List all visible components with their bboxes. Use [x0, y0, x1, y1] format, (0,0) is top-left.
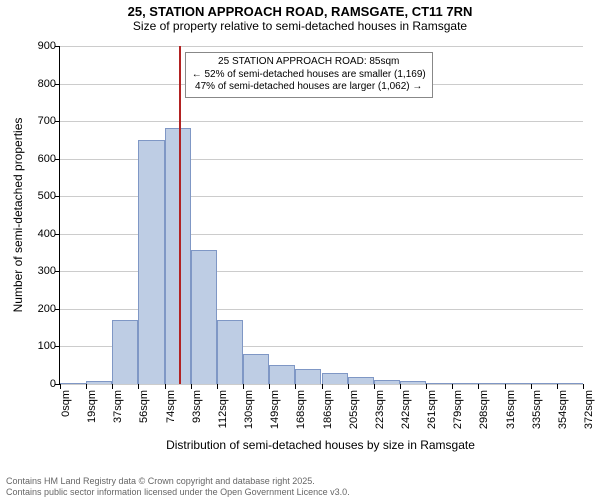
- histogram-bar: [165, 128, 191, 384]
- y-tick-label: 200: [38, 303, 56, 315]
- x-tick-label: 298sqm: [478, 390, 490, 429]
- histogram-bar: [452, 383, 478, 384]
- x-tick-label: 279sqm: [452, 390, 464, 429]
- x-tick-mark: [348, 384, 349, 389]
- y-tick-label: 300: [38, 265, 56, 277]
- x-tick-mark: [400, 384, 401, 389]
- histogram-bar: [374, 380, 400, 385]
- x-tick-label: 205sqm: [348, 390, 360, 429]
- chart-container: { "chart": { "type": "histogram", "title…: [0, 0, 600, 500]
- footer-line-1: Contains HM Land Registry data © Crown c…: [6, 476, 350, 487]
- x-tick-label: 316sqm: [505, 390, 517, 429]
- histogram-bar: [531, 383, 557, 384]
- x-tick-mark: [191, 384, 192, 389]
- x-tick-label: 130sqm: [243, 390, 255, 429]
- footer-line-2: Contains public sector information licen…: [6, 487, 350, 498]
- x-tick-label: 149sqm: [269, 390, 281, 429]
- x-tick-mark: [165, 384, 166, 389]
- x-tick-mark: [269, 384, 270, 389]
- x-tick-label: 335sqm: [531, 390, 543, 429]
- x-tick-mark: [531, 384, 532, 389]
- x-tick-mark: [374, 384, 375, 389]
- x-axis-label: Distribution of semi-detached houses by …: [166, 438, 475, 452]
- x-tick-label: 112sqm: [217, 390, 229, 428]
- y-tick-label: 700: [38, 115, 56, 127]
- x-tick-label: 186sqm: [322, 390, 334, 429]
- x-tick-mark: [426, 384, 427, 389]
- x-tick-mark: [452, 384, 453, 389]
- chart-titles: 25, STATION APPROACH ROAD, RAMSGATE, CT1…: [0, 4, 600, 33]
- x-tick-label: 261sqm: [426, 390, 438, 429]
- x-tick-label: 37sqm: [112, 390, 124, 423]
- x-tick-mark: [322, 384, 323, 389]
- histogram-bar: [112, 320, 138, 384]
- chart-footer: Contains HM Land Registry data © Crown c…: [6, 476, 350, 498]
- chart-subtitle: Size of property relative to semi-detach…: [0, 19, 600, 33]
- x-tick-mark: [505, 384, 506, 389]
- y-tick-label: 400: [38, 228, 56, 240]
- callout-line-2: ← 52% of semi-detached houses are smalle…: [192, 69, 426, 82]
- y-tick-label: 100: [38, 340, 56, 352]
- y-tick-label: 500: [38, 190, 56, 202]
- x-tick-label: 372sqm: [583, 390, 595, 429]
- x-tick-label: 168sqm: [295, 390, 307, 429]
- histogram-bar: [295, 369, 321, 384]
- x-tick-mark: [478, 384, 479, 389]
- x-tick-label: 56sqm: [138, 390, 150, 423]
- histogram-bar: [505, 383, 531, 384]
- x-tick-mark: [295, 384, 296, 389]
- histogram-bar: [400, 381, 426, 384]
- x-tick-mark: [112, 384, 113, 389]
- x-tick-mark: [583, 384, 584, 389]
- x-tick-label: 74sqm: [165, 390, 177, 423]
- x-tick-mark: [243, 384, 244, 389]
- histogram-bar: [243, 354, 269, 384]
- histogram-bar: [86, 381, 112, 384]
- y-tick-label: 600: [38, 153, 56, 165]
- x-tick-mark: [60, 384, 61, 389]
- x-tick-mark: [217, 384, 218, 389]
- histogram-bar: [138, 140, 164, 384]
- chart-title: 25, STATION APPROACH ROAD, RAMSGATE, CT1…: [0, 4, 600, 19]
- histogram-bar: [348, 377, 374, 384]
- histogram-bar: [557, 383, 583, 384]
- x-tick-label: 242sqm: [400, 390, 412, 429]
- plot-area: 01002003004005006007008009000sqm19sqm37s…: [59, 46, 583, 385]
- histogram-bar: [478, 383, 504, 384]
- x-tick-label: 93sqm: [191, 390, 203, 423]
- reference-line: [179, 46, 181, 384]
- y-tick-label: 0: [50, 378, 56, 390]
- x-tick-label: 354sqm: [557, 390, 569, 429]
- callout-line-1: 25 STATION APPROACH ROAD: 85sqm: [192, 56, 426, 69]
- grid-line: [60, 46, 583, 47]
- x-tick-mark: [138, 384, 139, 389]
- callout-line-3: 47% of semi-detached houses are larger (…: [192, 81, 426, 94]
- x-tick-mark: [557, 384, 558, 389]
- x-tick-label: 19sqm: [86, 390, 98, 423]
- x-tick-label: 0sqm: [60, 390, 72, 417]
- histogram-bar: [426, 383, 452, 385]
- y-tick-label: 900: [38, 40, 56, 52]
- y-axis-label: Number of semi-detached properties: [11, 118, 25, 313]
- callout-box: 25 STATION APPROACH ROAD: 85sqm← 52% of …: [185, 52, 433, 98]
- histogram-bar: [191, 250, 217, 384]
- x-tick-label: 223sqm: [374, 390, 386, 429]
- grid-line: [60, 121, 583, 122]
- histogram-bar: [269, 365, 295, 384]
- y-tick-label: 800: [38, 78, 56, 90]
- x-tick-mark: [86, 384, 87, 389]
- histogram-bar: [60, 383, 86, 384]
- histogram-bar: [217, 320, 243, 384]
- histogram-bar: [322, 373, 348, 384]
